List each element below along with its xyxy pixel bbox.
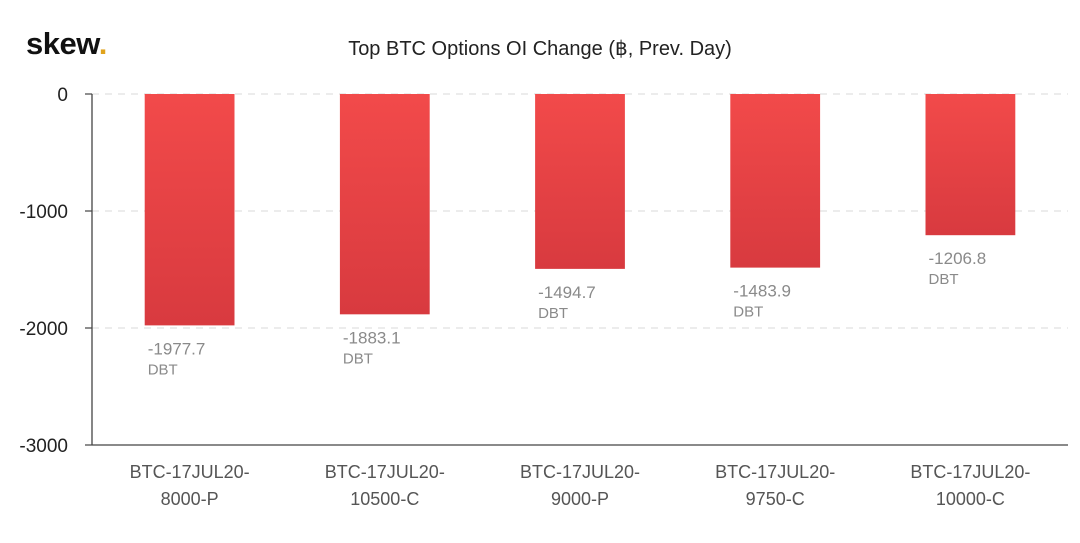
x-tick-label: 10000-C bbox=[936, 489, 1005, 509]
data-label-value: -1977.7 bbox=[148, 339, 206, 358]
data-label-value: -1206.8 bbox=[929, 249, 987, 268]
y-tick-label: -3000 bbox=[19, 436, 68, 457]
data-label-unit: DBT bbox=[148, 361, 178, 378]
y-tick-label: -1000 bbox=[19, 202, 68, 223]
bar bbox=[535, 94, 625, 269]
bar bbox=[925, 94, 1016, 236]
x-tick-label: 10500-C bbox=[350, 489, 419, 509]
data-label-unit: DBT bbox=[538, 305, 568, 322]
data-label-value: -1483.9 bbox=[733, 282, 791, 301]
x-tick-label: 9000-P bbox=[551, 489, 609, 509]
y-tick-label: -2000 bbox=[19, 319, 68, 340]
x-tick-label: 9750-C bbox=[746, 489, 805, 509]
data-label-value: -1494.7 bbox=[538, 283, 596, 302]
bar bbox=[144, 94, 235, 326]
chart-title: Top BTC Options OI Change (฿, Prev. Day) bbox=[348, 38, 732, 60]
bar bbox=[339, 94, 430, 315]
bar bbox=[730, 94, 821, 268]
data-label-value: -1883.1 bbox=[343, 328, 401, 347]
x-tick-label: 8000-P bbox=[161, 489, 219, 509]
x-tick-label: BTC-17JUL20- bbox=[520, 462, 640, 482]
skew-logo: skew. bbox=[26, 26, 107, 62]
x-tick-label: BTC-17JUL20- bbox=[130, 462, 250, 482]
data-label-unit: DBT bbox=[929, 271, 959, 288]
logo-dot: . bbox=[98, 26, 108, 61]
logo-text: skew bbox=[26, 26, 99, 61]
x-tick-label: BTC-17JUL20- bbox=[715, 462, 835, 482]
data-label-unit: DBT bbox=[343, 350, 373, 367]
x-tick-label: BTC-17JUL20- bbox=[325, 462, 445, 482]
x-tick-label: BTC-17JUL20- bbox=[910, 462, 1030, 482]
y-tick-label: 0 bbox=[57, 85, 68, 106]
data-label-unit: DBT bbox=[733, 304, 763, 321]
